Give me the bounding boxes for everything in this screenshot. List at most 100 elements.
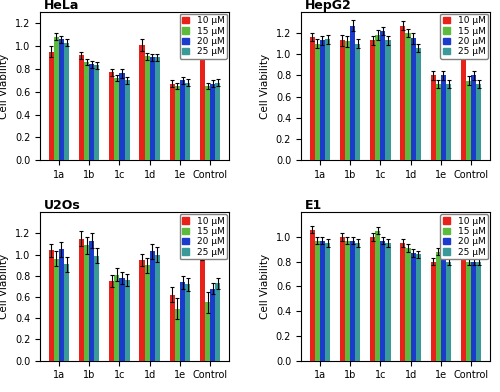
Bar bbox=[320, 40, 325, 160]
Bar bbox=[466, 262, 471, 361]
Bar bbox=[441, 250, 446, 361]
Bar bbox=[430, 262, 436, 361]
Bar bbox=[124, 280, 130, 361]
Bar bbox=[144, 56, 150, 160]
Bar bbox=[355, 44, 360, 160]
Bar bbox=[79, 239, 84, 361]
Bar bbox=[89, 64, 94, 160]
Bar bbox=[175, 309, 180, 361]
Bar bbox=[89, 241, 94, 361]
Bar bbox=[114, 78, 119, 160]
Bar bbox=[410, 38, 416, 160]
Bar bbox=[406, 33, 410, 160]
Bar bbox=[185, 83, 190, 160]
Bar bbox=[466, 81, 471, 160]
Bar bbox=[216, 83, 220, 160]
Bar bbox=[340, 40, 345, 160]
Bar bbox=[476, 84, 482, 160]
Bar bbox=[114, 275, 119, 361]
Bar bbox=[210, 84, 216, 160]
Text: E1: E1 bbox=[304, 199, 322, 212]
Bar bbox=[380, 241, 386, 361]
Bar bbox=[150, 251, 155, 361]
Bar bbox=[375, 35, 380, 160]
Bar bbox=[386, 40, 390, 160]
Bar bbox=[370, 237, 375, 361]
Bar bbox=[410, 253, 416, 361]
Bar bbox=[310, 229, 314, 361]
Bar bbox=[124, 80, 130, 160]
Bar bbox=[200, 46, 205, 160]
Bar bbox=[170, 84, 175, 160]
Y-axis label: Cell Viability: Cell Viability bbox=[260, 254, 270, 319]
Bar bbox=[386, 243, 390, 361]
Bar bbox=[144, 265, 150, 361]
Bar bbox=[79, 55, 84, 160]
Bar bbox=[345, 241, 350, 361]
Bar bbox=[314, 241, 320, 361]
Y-axis label: Cell Viability: Cell Viability bbox=[0, 53, 10, 118]
Bar bbox=[109, 281, 114, 361]
Bar bbox=[180, 80, 185, 160]
Bar bbox=[59, 249, 64, 361]
Bar bbox=[180, 282, 185, 361]
Bar bbox=[436, 252, 441, 361]
Bar bbox=[185, 284, 190, 361]
Bar bbox=[210, 289, 216, 361]
Legend: 10 μM, 15 μM, 20 μM, 25 μM: 10 μM, 15 μM, 20 μM, 25 μM bbox=[440, 214, 488, 260]
Bar bbox=[400, 243, 406, 361]
Bar bbox=[48, 52, 54, 160]
Bar bbox=[94, 256, 100, 361]
Bar bbox=[441, 75, 446, 160]
Bar bbox=[94, 65, 100, 160]
Bar bbox=[109, 72, 114, 160]
Bar bbox=[400, 25, 406, 160]
Bar bbox=[471, 262, 476, 361]
Bar bbox=[48, 250, 54, 361]
Text: HeLa: HeLa bbox=[44, 0, 79, 12]
Bar bbox=[436, 84, 441, 160]
Bar bbox=[446, 84, 451, 160]
Bar bbox=[140, 260, 144, 361]
Bar bbox=[446, 262, 451, 361]
Bar bbox=[205, 86, 210, 160]
Bar bbox=[320, 241, 325, 361]
Bar bbox=[310, 37, 314, 160]
Bar bbox=[64, 264, 69, 361]
Bar bbox=[416, 254, 421, 361]
Y-axis label: Cell Viability: Cell Viability bbox=[260, 53, 270, 118]
Bar bbox=[150, 58, 155, 160]
Bar bbox=[471, 75, 476, 160]
Bar bbox=[120, 278, 124, 361]
Bar bbox=[120, 73, 124, 160]
Y-axis label: Cell Viability: Cell Viability bbox=[0, 254, 10, 319]
Bar bbox=[350, 241, 355, 361]
Bar bbox=[345, 42, 350, 160]
Legend: 10 μM, 15 μM, 20 μM, 25 μM: 10 μM, 15 μM, 20 μM, 25 μM bbox=[180, 14, 228, 59]
Bar bbox=[375, 231, 380, 361]
Bar bbox=[476, 262, 482, 361]
Bar bbox=[155, 58, 160, 160]
Text: HepG2: HepG2 bbox=[304, 0, 352, 12]
Bar bbox=[59, 39, 64, 160]
Bar bbox=[430, 75, 436, 160]
Bar bbox=[205, 302, 210, 361]
Bar bbox=[325, 39, 330, 160]
Bar bbox=[340, 237, 345, 361]
Bar bbox=[370, 40, 375, 160]
Bar bbox=[325, 243, 330, 361]
Bar bbox=[350, 25, 355, 160]
Bar bbox=[355, 243, 360, 361]
Bar bbox=[84, 245, 89, 361]
Bar bbox=[461, 54, 466, 160]
Bar bbox=[170, 295, 175, 361]
Bar bbox=[216, 283, 220, 361]
Bar bbox=[175, 86, 180, 160]
Bar bbox=[84, 62, 89, 160]
Bar bbox=[200, 254, 205, 361]
Bar bbox=[54, 37, 59, 160]
Bar bbox=[380, 31, 386, 160]
Text: U2Os: U2Os bbox=[44, 199, 80, 212]
Bar bbox=[406, 248, 410, 361]
Bar bbox=[314, 44, 320, 160]
